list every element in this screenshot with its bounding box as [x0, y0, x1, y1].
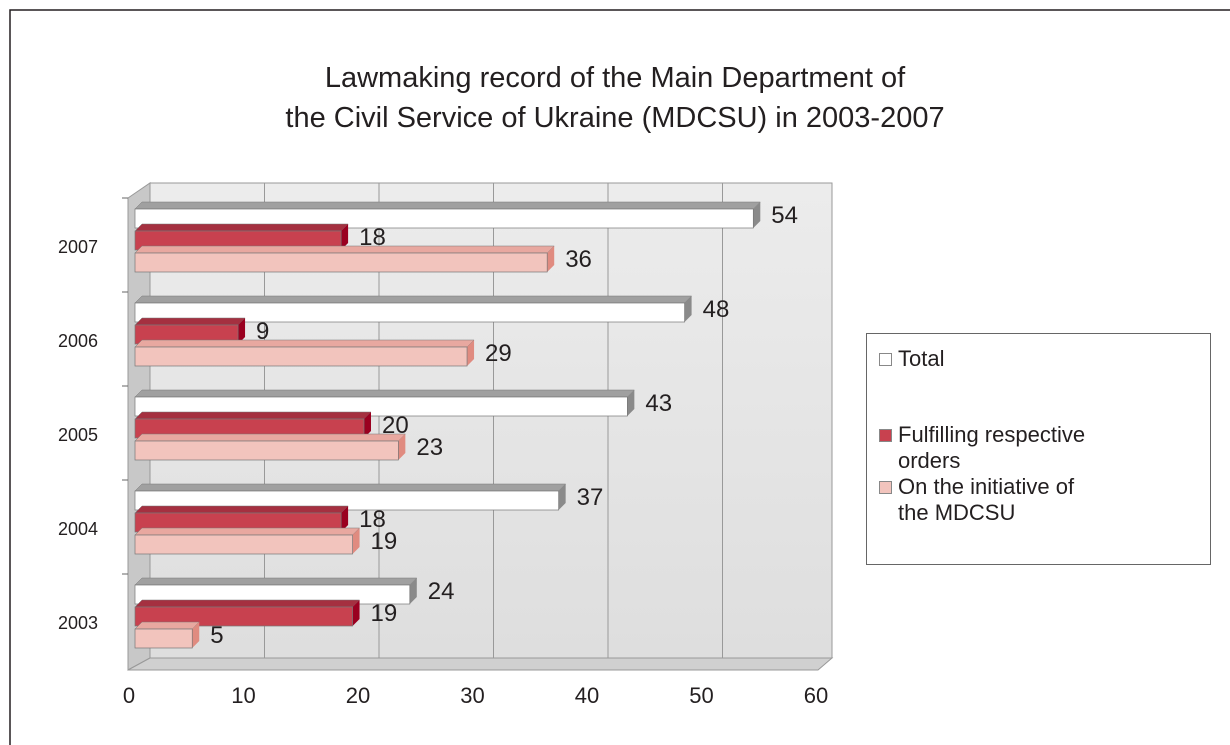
bar-top — [134, 295, 693, 304]
legend-item: On the initiative of the MDCSU — [879, 474, 1078, 526]
chart-title: the Civil Service of Ukraine (MDCSU) in … — [285, 102, 945, 134]
value-label: 54 — [771, 202, 798, 229]
bar-top — [134, 577, 418, 586]
frame — [9, 9, 1230, 745]
x-tick-label: 10 — [231, 683, 255, 708]
value-label: 23 — [416, 434, 443, 461]
legend: Total Fulfilling respective orders On the … — [866, 333, 1211, 565]
legend-item: Fulfilling respective orders — [879, 422, 1138, 474]
bar-top — [134, 621, 200, 630]
bar-top — [134, 245, 555, 254]
value-label: 19 — [371, 528, 398, 555]
bar-top — [134, 505, 349, 514]
bar-side — [627, 390, 635, 416]
bar — [134, 208, 754, 229]
bar-side — [352, 528, 360, 554]
bar — [134, 252, 548, 273]
bar-side — [398, 434, 406, 460]
floor — [127, 657, 834, 671]
legend-swatch — [879, 353, 892, 366]
bar-side — [409, 578, 417, 604]
x-tick-label: 20 — [346, 683, 370, 708]
legend-swatch — [879, 429, 892, 442]
bar-top — [134, 389, 635, 398]
legend-item: Total — [879, 346, 1138, 372]
x-tick-label: 40 — [575, 683, 599, 708]
bar-top — [134, 201, 761, 210]
bar — [134, 606, 353, 627]
bar-top — [134, 433, 406, 442]
bar-top — [134, 411, 372, 420]
chart-title: Lawmaking record of the Main Department … — [324, 62, 906, 94]
bar — [134, 534, 353, 555]
bar-side — [341, 506, 349, 532]
bar — [134, 440, 399, 461]
value-label: 36 — [565, 246, 592, 273]
value-label: 24 — [428, 578, 455, 605]
bar-side — [558, 484, 566, 510]
value-label: 5 — [210, 622, 223, 649]
bar — [134, 396, 628, 417]
bar-side — [467, 340, 475, 366]
bar-side — [341, 224, 349, 250]
value-label: 29 — [485, 340, 512, 367]
bar-side — [192, 622, 200, 648]
value-label: 9 — [256, 318, 269, 345]
bar — [134, 302, 685, 323]
y-tick-label: 2007 — [58, 237, 98, 257]
value-label: 19 — [371, 600, 398, 627]
legend-label: Total — [898, 346, 945, 371]
bar-top — [134, 599, 361, 608]
y-tick-label: 2003 — [58, 613, 98, 633]
value-label: 18 — [359, 506, 386, 533]
y-tick-label: 2005 — [58, 425, 98, 445]
y-tick-label: 2004 — [58, 519, 98, 539]
x-tick-label: 30 — [460, 683, 484, 708]
bar-side — [684, 296, 692, 322]
x-tick-label: 60 — [804, 683, 828, 708]
bar-side — [352, 600, 360, 626]
x-tick-label: 50 — [689, 683, 713, 708]
legend-label: Fulfilling respective orders — [898, 422, 1086, 473]
bar-side — [547, 246, 555, 272]
bar-top — [134, 483, 567, 492]
bar-top — [134, 339, 475, 348]
legend-swatch — [879, 481, 892, 494]
value-label: 43 — [645, 390, 672, 417]
bar-side — [753, 202, 761, 228]
bar-top — [134, 527, 361, 536]
bar-side — [238, 318, 246, 344]
legend-label: On the initiative of the MDCSU — [898, 474, 1075, 525]
value-label: 37 — [577, 484, 604, 511]
y-tick-label: 2006 — [58, 331, 98, 351]
value-label: 48 — [703, 296, 730, 323]
bar — [134, 346, 468, 367]
bar-top — [134, 317, 246, 326]
bar-top — [134, 223, 349, 232]
bar-side — [364, 412, 371, 438]
x-tick-label: 0 — [123, 683, 135, 708]
bar — [134, 628, 193, 649]
